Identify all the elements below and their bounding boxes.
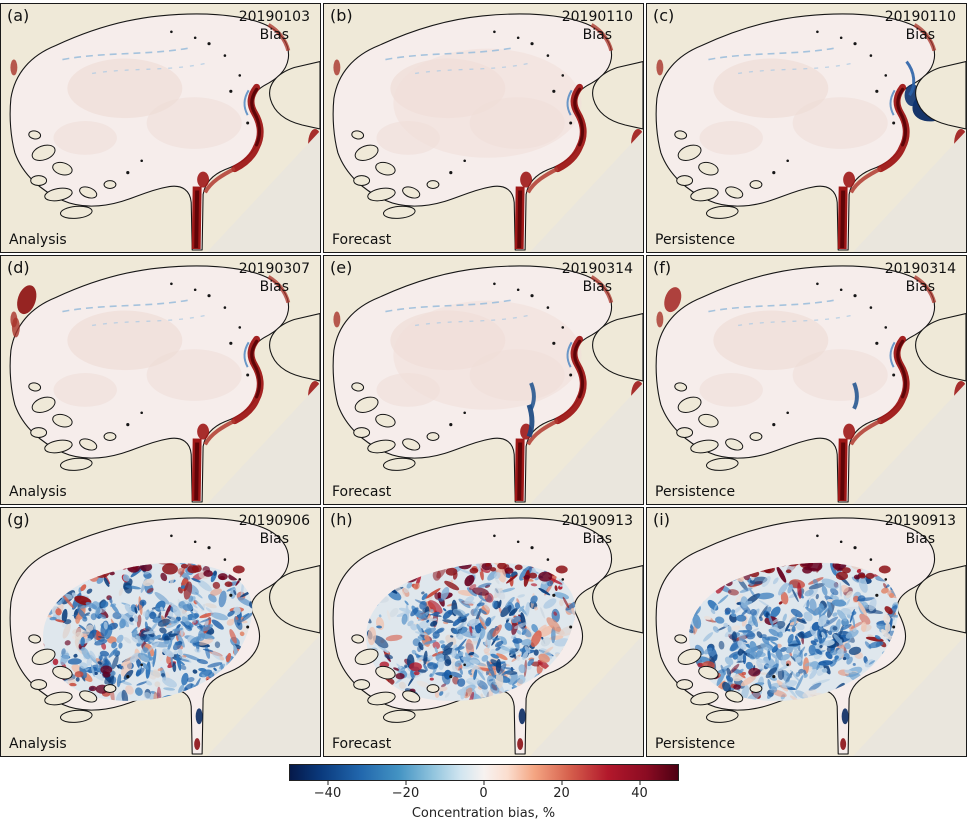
panel-corner: 20190103 Bias bbox=[239, 8, 310, 44]
panel-date: 20190906 bbox=[238, 513, 310, 529]
panel-corner: 20190110 Bias bbox=[562, 8, 633, 44]
panel-date: 20190103 bbox=[238, 9, 310, 25]
panel-date: 20190913 bbox=[884, 513, 956, 529]
panel-date: 20190307 bbox=[238, 261, 310, 277]
panel-type-label: Analysis bbox=[9, 736, 67, 752]
colorbar-tick-label: 20 bbox=[553, 786, 570, 801]
bias-map bbox=[324, 256, 643, 504]
panel-date: 20190110 bbox=[561, 9, 633, 25]
bias-map bbox=[1, 4, 320, 252]
colorbar-tick-mark bbox=[327, 781, 328, 785]
colorbar-wrap: −40 −20 0 20 40 bbox=[288, 764, 679, 805]
colorbar-ticks: −40 −20 0 20 40 bbox=[289, 781, 679, 805]
panel-quantity-label: Bias bbox=[905, 27, 936, 44]
panel-date: 20190314 bbox=[561, 261, 633, 277]
colorbar-area: −40 −20 0 20 40 Concentration bias, % bbox=[0, 764, 967, 821]
panel-quantity-label: Bias bbox=[259, 531, 290, 548]
panel-type-label: Persistence bbox=[655, 232, 736, 248]
panel-e: (e) 20190314 Bias Forecast bbox=[323, 255, 644, 505]
panel-quantity-label: Bias bbox=[905, 531, 936, 548]
panel-type-label: Forecast bbox=[332, 232, 392, 248]
panel-corner: 20190110 Bias bbox=[885, 8, 956, 44]
panel-corner: 20190307 Bias bbox=[239, 260, 310, 296]
panel-corner: 20190314 Bias bbox=[885, 260, 956, 296]
panel-g: (g) 20190906 Bias Analysis bbox=[0, 507, 321, 757]
bias-map bbox=[647, 508, 966, 756]
panel-letter: (a) bbox=[7, 6, 30, 25]
panel-letter: (c) bbox=[653, 6, 675, 25]
colorbar-tick-label: 40 bbox=[631, 786, 648, 801]
panel-type-label: Analysis bbox=[9, 232, 67, 248]
panel-d: (d) 20190307 Bias Analysis bbox=[0, 255, 321, 505]
panel-i: (i) 20190913 Bias Persistence bbox=[646, 507, 967, 757]
panel-quantity-label: Bias bbox=[582, 279, 613, 296]
panel-quantity-label: Bias bbox=[582, 531, 613, 548]
panel-c: (c) 20190110 Bias Persistence bbox=[646, 3, 967, 253]
panel-letter: (i) bbox=[653, 510, 670, 529]
colorbar-label: Concentration bias, % bbox=[411, 806, 556, 821]
panel-grid: (a) 20190103 Bias Analysis (b) 20190110 Bias Fo… bbox=[0, 3, 967, 757]
panel-type-label: Forecast bbox=[332, 484, 392, 500]
bias-map bbox=[647, 256, 966, 504]
panel-h: (h) 20190913 Bias Forecast bbox=[323, 507, 644, 757]
panel-letter: (f) bbox=[653, 258, 672, 277]
panel-date: 20190110 bbox=[884, 9, 956, 25]
colorbar-tick-mark bbox=[483, 781, 484, 785]
panel-date: 20190913 bbox=[561, 513, 633, 529]
panel-type-label: Analysis bbox=[9, 484, 67, 500]
colorbar-tick-mark bbox=[405, 781, 406, 785]
colorbar-tick-mark bbox=[639, 781, 640, 785]
panel-type-label: Persistence bbox=[655, 736, 736, 752]
colorbar-tick-label: −40 bbox=[313, 786, 342, 801]
panel-quantity-label: Bias bbox=[259, 279, 290, 296]
colorbar-tick-mark bbox=[561, 781, 562, 785]
bias-map bbox=[324, 4, 643, 252]
bias-map bbox=[1, 256, 320, 504]
colorbar-gradient bbox=[288, 764, 679, 781]
panel-letter: (d) bbox=[7, 258, 30, 277]
panel-f: (f) 20190314 Bias Persistence bbox=[646, 255, 967, 505]
panel-letter: (h) bbox=[330, 510, 353, 529]
panel-quantity-label: Bias bbox=[582, 27, 613, 44]
panel-corner: 20190906 Bias bbox=[239, 512, 310, 548]
panel-b: (b) 20190110 Bias Forecast bbox=[323, 3, 644, 253]
bias-map bbox=[647, 4, 966, 252]
bias-map bbox=[1, 508, 320, 756]
panel-date: 20190314 bbox=[884, 261, 956, 277]
panel-type-label: Persistence bbox=[655, 484, 736, 500]
panel-letter: (g) bbox=[7, 510, 30, 529]
panel-type-label: Forecast bbox=[332, 736, 392, 752]
panel-quantity-label: Bias bbox=[905, 279, 936, 296]
panel-corner: 20190913 Bias bbox=[562, 512, 633, 548]
panel-corner: 20190913 Bias bbox=[885, 512, 956, 548]
colorbar-tick-label: 0 bbox=[479, 786, 488, 801]
colorbar-tick-label: −20 bbox=[391, 786, 420, 801]
panel-quantity-label: Bias bbox=[259, 27, 290, 44]
panel-letter: (b) bbox=[330, 6, 353, 25]
panel-a: (a) 20190103 Bias Analysis bbox=[0, 3, 321, 253]
bias-map bbox=[324, 508, 643, 756]
panel-corner: 20190314 Bias bbox=[562, 260, 633, 296]
panel-letter: (e) bbox=[330, 258, 353, 277]
